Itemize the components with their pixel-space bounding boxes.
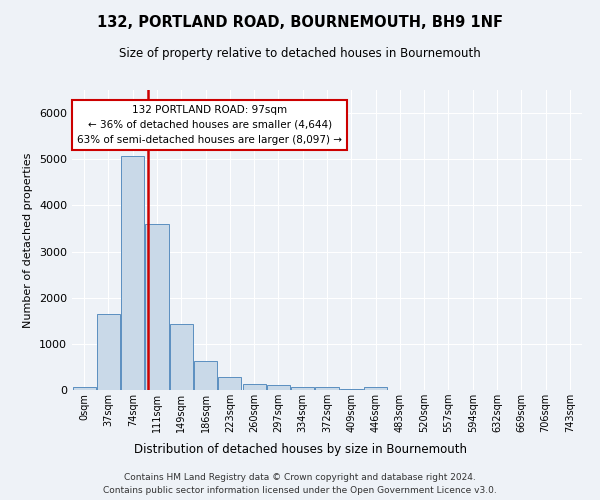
Text: Contains HM Land Registry data © Crown copyright and database right 2024.: Contains HM Land Registry data © Crown c…: [124, 472, 476, 482]
Bar: [267, 385, 290, 390]
Y-axis label: Number of detached properties: Number of detached properties: [23, 152, 34, 328]
Bar: [145, 224, 169, 390]
Text: Distribution of detached houses by size in Bournemouth: Distribution of detached houses by size …: [133, 442, 467, 456]
Text: Size of property relative to detached houses in Bournemouth: Size of property relative to detached ho…: [119, 48, 481, 60]
Text: Contains public sector information licensed under the Open Government Licence v3: Contains public sector information licen…: [103, 486, 497, 495]
Bar: [73, 387, 95, 390]
Bar: [364, 388, 387, 390]
Text: 132 PORTLAND ROAD: 97sqm
← 36% of detached houses are smaller (4,644)
63% of sem: 132 PORTLAND ROAD: 97sqm ← 36% of detach…: [77, 105, 342, 144]
Text: 132, PORTLAND ROAD, BOURNEMOUTH, BH9 1NF: 132, PORTLAND ROAD, BOURNEMOUTH, BH9 1NF: [97, 15, 503, 30]
Bar: [97, 314, 120, 390]
Bar: [316, 388, 338, 390]
Bar: [242, 384, 266, 390]
Bar: [170, 324, 193, 390]
Bar: [291, 387, 314, 390]
Bar: [194, 362, 217, 390]
Bar: [218, 376, 241, 390]
Bar: [121, 156, 144, 390]
Bar: [340, 388, 363, 390]
